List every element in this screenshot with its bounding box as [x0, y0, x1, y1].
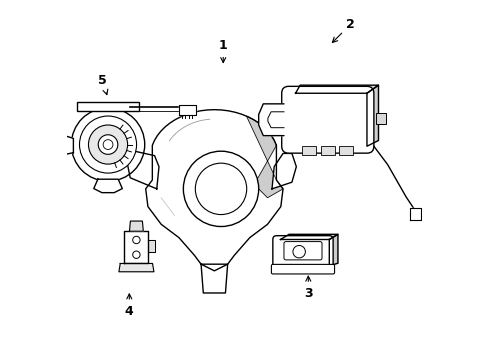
Polygon shape: [94, 179, 122, 193]
Circle shape: [88, 125, 127, 164]
Polygon shape: [258, 104, 284, 136]
Circle shape: [132, 236, 140, 244]
Text: 5: 5: [98, 74, 108, 95]
Circle shape: [103, 140, 113, 149]
Polygon shape: [201, 264, 227, 293]
Text: 2: 2: [332, 18, 354, 42]
Polygon shape: [271, 153, 296, 189]
Polygon shape: [280, 234, 337, 239]
Polygon shape: [129, 221, 143, 231]
Polygon shape: [366, 85, 378, 146]
Polygon shape: [148, 240, 155, 252]
Circle shape: [98, 135, 118, 154]
Polygon shape: [124, 231, 148, 264]
Polygon shape: [119, 264, 154, 272]
Bar: [320, 146, 334, 154]
Text: 3: 3: [304, 276, 312, 300]
Polygon shape: [179, 105, 195, 115]
Polygon shape: [246, 116, 283, 198]
Bar: [339, 146, 352, 154]
Circle shape: [71, 108, 144, 181]
FancyBboxPatch shape: [77, 102, 138, 111]
Bar: [302, 146, 316, 154]
Circle shape: [80, 116, 136, 173]
FancyBboxPatch shape: [272, 236, 332, 270]
Polygon shape: [125, 151, 159, 189]
Polygon shape: [409, 208, 420, 220]
Circle shape: [132, 251, 140, 258]
Text: 4: 4: [124, 294, 133, 318]
FancyBboxPatch shape: [281, 86, 373, 153]
FancyBboxPatch shape: [271, 264, 334, 274]
Polygon shape: [145, 110, 283, 271]
Polygon shape: [328, 234, 337, 266]
Circle shape: [183, 151, 258, 226]
Bar: [375, 113, 386, 124]
Polygon shape: [295, 85, 378, 93]
Text: 1: 1: [219, 39, 227, 63]
Polygon shape: [61, 136, 73, 155]
